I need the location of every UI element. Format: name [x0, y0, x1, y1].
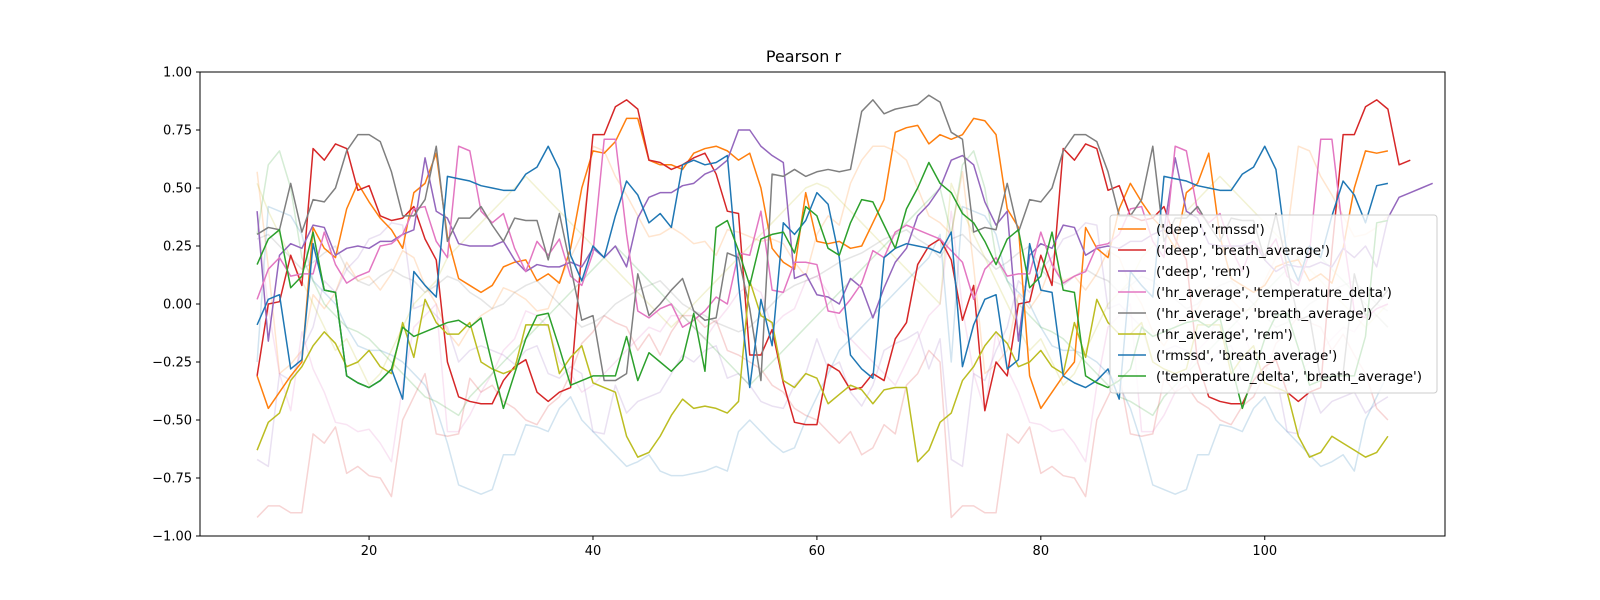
legend-label: ('hr_average', 'breath_average') — [1156, 306, 1372, 322]
series-line-1 — [256, 99, 1411, 426]
y-tick-label: 0.00 — [163, 298, 192, 313]
legend-label: ('hr_average', 'temperature_delta') — [1156, 285, 1392, 301]
y-axis: 1.00 0.75 0.50 0.25 0.00 −0.25 −0.50 −0.75 −1.00 — [152, 66, 200, 545]
x-tick-label: 80 — [1033, 544, 1050, 559]
y-tick-label: 1.00 — [163, 66, 192, 81]
chart-title: Pearson r — [766, 47, 842, 66]
series-line-3 — [256, 138, 1389, 328]
legend-label: ('temperature_delta', 'breath_average') — [1156, 369, 1422, 385]
legend: ('deep', 'rmssd') ('deep', 'breath_averag… — [1109, 214, 1438, 394]
x-axis: 20 40 60 80 100 — [361, 536, 1277, 559]
x-tick-label: 20 — [361, 544, 378, 559]
series-line-4 — [256, 94, 1389, 382]
legend-label: ('deep', 'breath_average') — [1156, 243, 1330, 259]
faded-line-1 — [256, 314, 1389, 519]
x-tick-label: 40 — [585, 544, 602, 559]
y-tick-label: −0.50 — [152, 414, 192, 429]
y-tick-label: −1.00 — [152, 530, 192, 545]
legend-label: ('deep', 'rmssd') — [1156, 222, 1265, 238]
y-tick-label: −0.25 — [152, 356, 192, 371]
legend-box — [1109, 214, 1438, 394]
y-tick-label: −0.75 — [152, 472, 192, 487]
legend-label: ('rmssd', 'breath_average') — [1156, 348, 1337, 364]
series-line-6 — [256, 145, 1389, 400]
legend-label: ('deep', 'rem') — [1156, 264, 1250, 280]
faded-line-6 — [256, 205, 1389, 495]
faded-line-5 — [256, 175, 1389, 386]
y-tick-label: 0.50 — [163, 182, 192, 197]
x-tick-label: 100 — [1252, 544, 1277, 559]
x-tick-label: 60 — [809, 544, 826, 559]
y-tick-label: 0.75 — [163, 124, 192, 139]
y-tick-label: 0.25 — [163, 240, 192, 255]
legend-label: ('hr_average', 'rem') — [1156, 327, 1293, 343]
